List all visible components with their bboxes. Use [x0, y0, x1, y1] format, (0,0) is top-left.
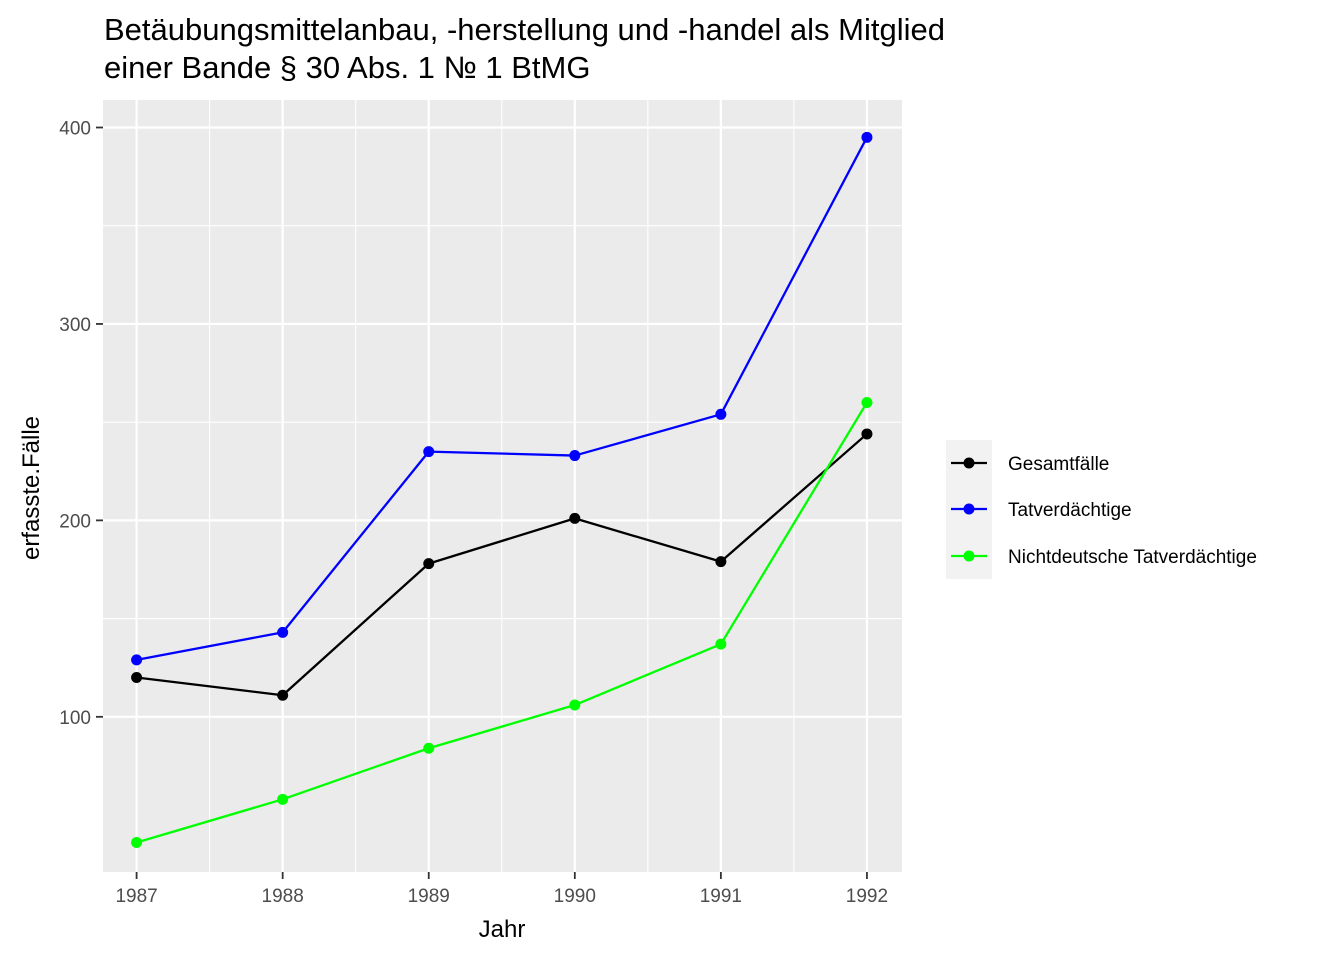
y-axis-title: erfasste.Fälle	[18, 416, 45, 560]
data-point	[569, 512, 581, 524]
data-point	[131, 837, 143, 849]
data-point	[569, 699, 581, 711]
data-point	[131, 654, 143, 666]
data-point	[861, 397, 873, 409]
series-line-1	[136, 136, 868, 661]
series-line-0	[136, 433, 868, 697]
y-tick-label: 200	[59, 511, 91, 532]
legend-label: Gesamtfälle	[1008, 454, 1109, 475]
y-tick-label: 300	[59, 315, 91, 336]
x-tick-label: 1991	[700, 886, 742, 907]
data-point	[277, 793, 289, 805]
x-tick-label: 1988	[262, 886, 304, 907]
x-tick-label: 1990	[554, 886, 596, 907]
y-axis: 100 200 300 400	[59, 119, 103, 729]
legend-key-point	[963, 550, 975, 562]
legend-label: Nichtdeutsche Tatverdächtige	[1008, 547, 1257, 568]
y-tick-label: 400	[59, 119, 91, 140]
legend-label: Tatverdächtige	[1008, 500, 1132, 521]
data-point	[861, 428, 873, 440]
legend-key-point	[963, 503, 975, 515]
data-point	[423, 558, 435, 570]
plot-panel	[103, 100, 902, 872]
x-tick-label: 1989	[408, 886, 450, 907]
x-tick-label: 1987	[115, 886, 157, 907]
series-line-2	[136, 401, 868, 844]
data-point	[715, 556, 727, 568]
data-point	[569, 450, 581, 462]
x-axis-title: Jahr	[479, 916, 526, 943]
legend-key-point	[963, 457, 975, 469]
data-point	[423, 742, 435, 754]
chart-title-line-1: Betäubungsmittelanbau, -herstellung und …	[104, 12, 945, 47]
series-lines	[136, 136, 868, 844]
data-point	[131, 672, 143, 684]
data-point	[715, 408, 727, 420]
series-points	[131, 131, 873, 849]
y-tick-label: 100	[59, 708, 91, 729]
chart-title-line-2: einer Bande § 30 Abs. 1 № 1 BtMG	[104, 50, 590, 85]
data-point	[715, 638, 727, 650]
x-tick-label: 1992	[846, 886, 888, 907]
data-point	[861, 131, 873, 143]
data-point	[277, 626, 289, 638]
legend: Gesamtfälle Tatverdächtige Nichtdeutsche T…	[946, 440, 1257, 579]
grid-lines	[103, 100, 902, 872]
data-point	[423, 446, 435, 458]
x-axis: 1987 1988 1989 1990 1991 1992	[115, 872, 888, 907]
chart-title: Betäubungsmittelanbau, -herstellung und …	[104, 12, 945, 85]
data-point	[277, 689, 289, 701]
